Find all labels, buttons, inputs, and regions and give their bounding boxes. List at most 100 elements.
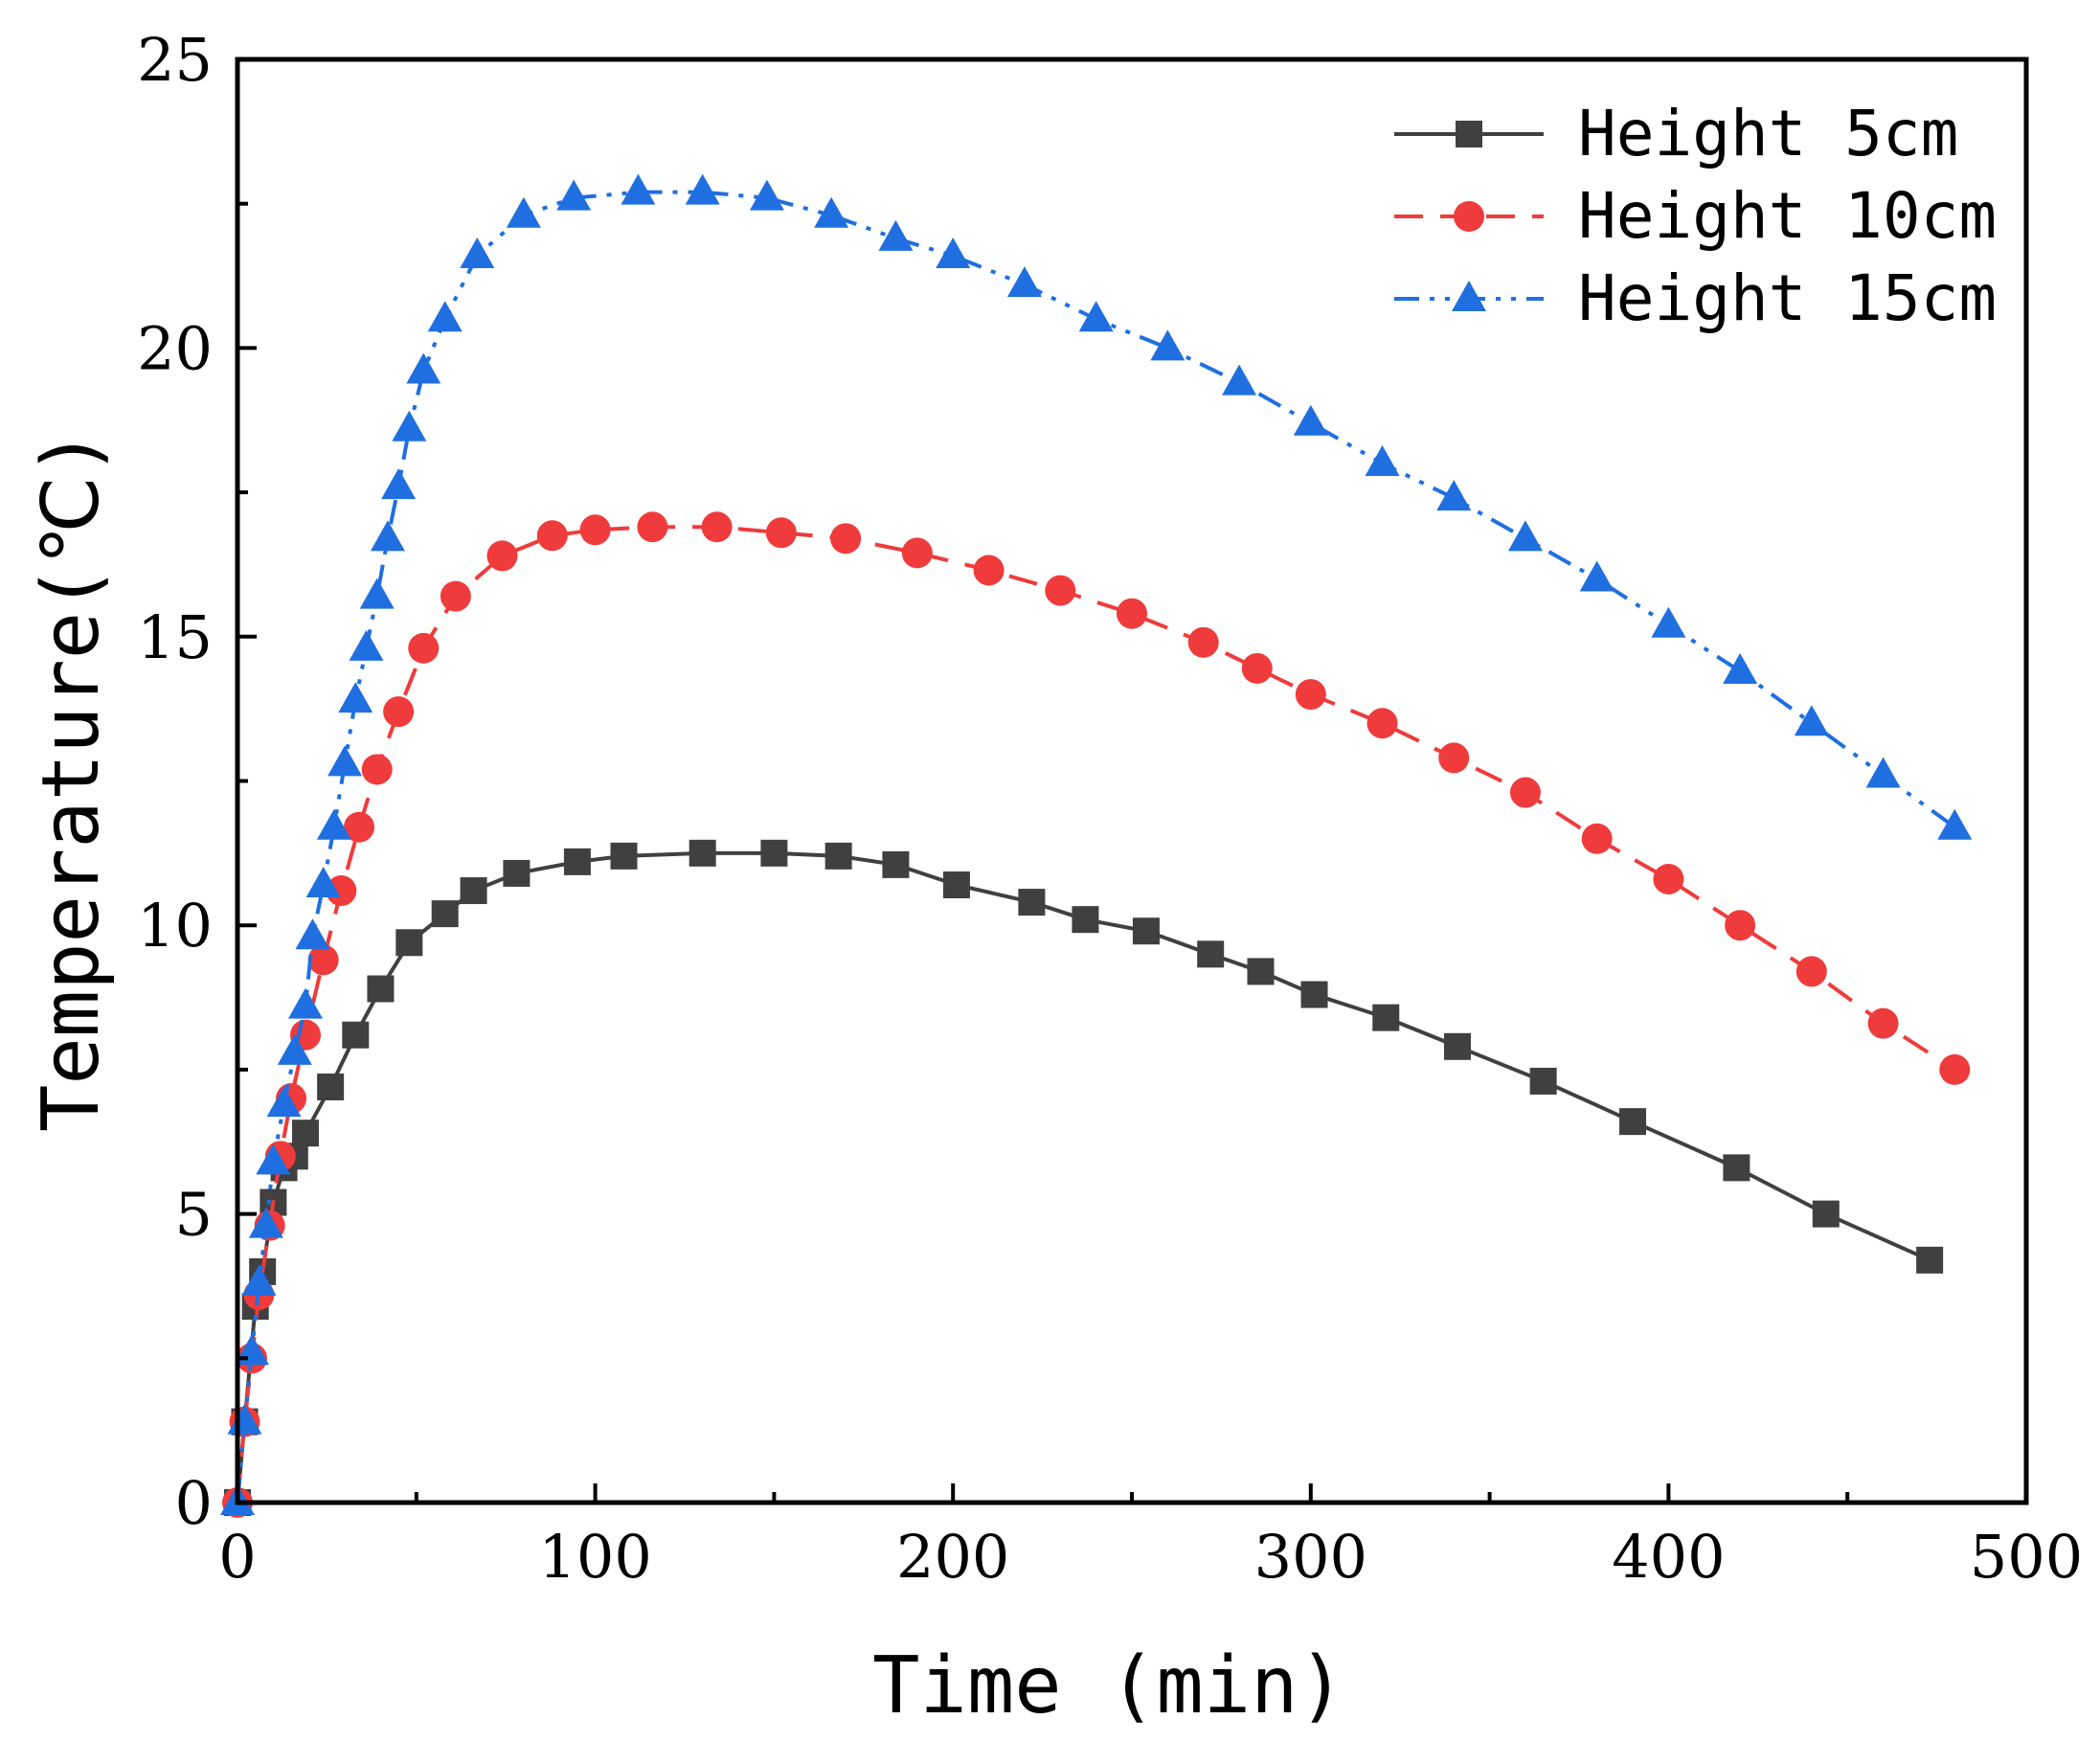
series-2 [222,511,1971,1518]
legend-label: Height 5cm [1578,97,1958,170]
data-point [361,754,393,785]
series-3 [220,173,1973,1515]
data-point [370,520,405,552]
data-point [1300,981,1328,1008]
data-point [1295,679,1326,711]
data-point [1436,480,1472,511]
data-point [621,173,656,205]
data-point [1293,404,1328,436]
data-point [392,410,427,441]
data-point [1187,626,1219,658]
data-point [307,944,339,976]
data-point [637,511,668,543]
data-point [1018,889,1046,916]
data-point [256,1143,291,1175]
y-axis-title: Temperature(℃) [26,429,117,1132]
data-point [760,839,788,867]
data-point [305,867,341,898]
data-point [1916,1246,1944,1274]
legend: Height 5cm Height 10cm Height 15cm [1394,97,1997,335]
data-point [878,219,914,251]
data-point [295,918,330,950]
data-point [536,520,568,552]
data-point [1197,940,1225,968]
data-point [338,682,373,713]
data-point [610,842,638,870]
y-tick-label: 5 [175,1180,213,1250]
data-point [1723,652,1758,684]
data-point [901,537,933,569]
data-point [1045,575,1076,606]
data-point [1865,757,1901,788]
x-tick-label: 200 [896,1522,1009,1592]
data-point [1222,364,1257,396]
data-point [241,1264,277,1296]
data-point [1725,910,1756,941]
legend-entry: Height 10cm [1394,179,1997,253]
data-point [1438,742,1470,774]
data-point [936,237,971,268]
data-point [383,696,415,728]
legend-marker [1452,281,1486,311]
data-point [291,1120,319,1147]
data-point [689,839,716,867]
x-tick-label: 300 [1254,1522,1367,1592]
data-point [440,580,471,612]
data-point [1132,917,1160,945]
data-point [563,848,591,875]
data-point [1072,906,1099,934]
x-tick-label: 500 [1970,1522,2083,1592]
data-point [765,517,797,549]
data-point [427,301,463,332]
x-tick-label: 0 [218,1522,256,1592]
legend-entry: Height 5cm [1394,97,1958,170]
x-tick-label: 400 [1612,1522,1725,1592]
data-point [1150,329,1185,361]
data-point [1507,520,1543,552]
data-point [1078,301,1114,332]
data-point [1247,958,1275,985]
data-point [287,987,323,1019]
data-point [942,871,970,899]
data-point [460,877,487,905]
data-point [367,975,395,1003]
data-point [344,811,375,843]
data-point [359,577,395,609]
data-point [1651,606,1686,638]
data-point [342,1021,370,1049]
x-tick-label: 100 [538,1522,651,1592]
data-point [579,514,611,546]
data-point [685,173,720,205]
series-line [236,850,1931,1504]
data-point [1241,652,1273,684]
data-point [1117,598,1147,629]
data-point [830,523,862,554]
data-point [503,859,531,887]
data-point [349,629,384,661]
data-point [1653,863,1684,894]
data-point [1509,777,1541,808]
data-point [1937,808,1973,840]
legend-marker [1456,121,1482,147]
data-point [248,1207,283,1238]
series-layer [220,173,1973,1518]
data-point [395,929,423,957]
y-tick-label: 0 [175,1468,213,1538]
data-point [266,1086,302,1118]
data-point [506,196,541,228]
data-point [408,632,440,664]
data-point [1581,823,1613,854]
legend-marker [1454,201,1484,232]
data-point [1006,266,1042,298]
data-point [326,875,357,907]
data-point [1619,1108,1647,1136]
data-point [460,237,495,268]
data-point [406,352,441,384]
data-point [1366,708,1398,739]
series-line [236,525,1956,1504]
series-line [236,190,1956,1504]
data-point [1365,444,1400,476]
data-point [317,1073,345,1100]
axes-layer: 0 100 200 300 400 500 0 5 10 15 20 25 [137,25,2083,1592]
